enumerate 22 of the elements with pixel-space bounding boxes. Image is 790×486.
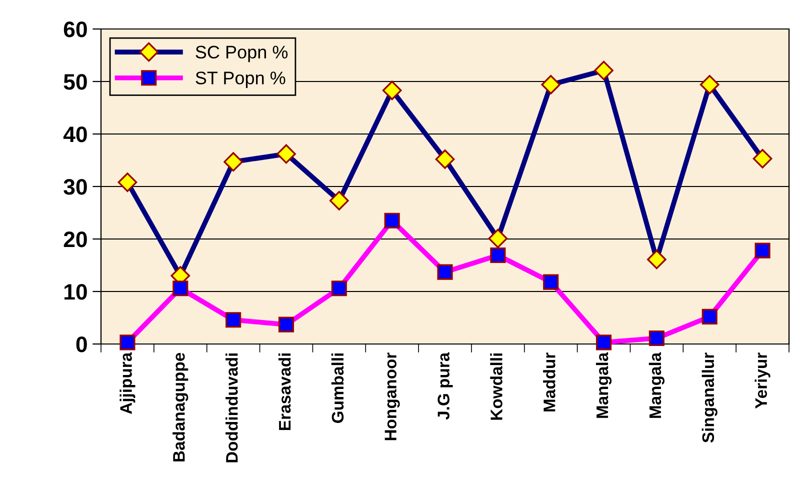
x-tick-label: Maddur	[543, 352, 556, 412]
x-tick-label: Mangala	[648, 352, 664, 418]
x-tick-label: Erasavadi	[278, 354, 291, 430]
legend-label: SC Popn %	[196, 46, 288, 62]
y-tick-label: 60	[64, 22, 87, 38]
y-tick-label: 0	[76, 336, 87, 352]
legend-label: ST Popn %	[196, 72, 286, 88]
y-tick-label: 50	[64, 74, 87, 90]
x-tick-label: Gumballi	[331, 354, 344, 423]
x-tick-label: Kowdalli	[490, 354, 502, 420]
x-tick-label: Mangala	[596, 352, 612, 418]
x-tick-label: J.G pura	[438, 352, 453, 420]
y-tick-label: 40	[63, 126, 87, 142]
x-tick-label: Singanallur	[702, 352, 718, 443]
x-tick-label: Doddinduvadi	[226, 354, 238, 462]
y-tick-label: 10	[64, 284, 87, 300]
x-tick-label: Honganoor	[384, 352, 400, 440]
y-tick-label: 20	[64, 232, 87, 248]
y-tick-label: 30	[64, 179, 87, 195]
x-tick-label: Ajjipura	[120, 352, 136, 414]
x-tick-label: Yeriyur	[754, 352, 770, 409]
x-tick-label: Badanaguppe	[172, 352, 188, 462]
